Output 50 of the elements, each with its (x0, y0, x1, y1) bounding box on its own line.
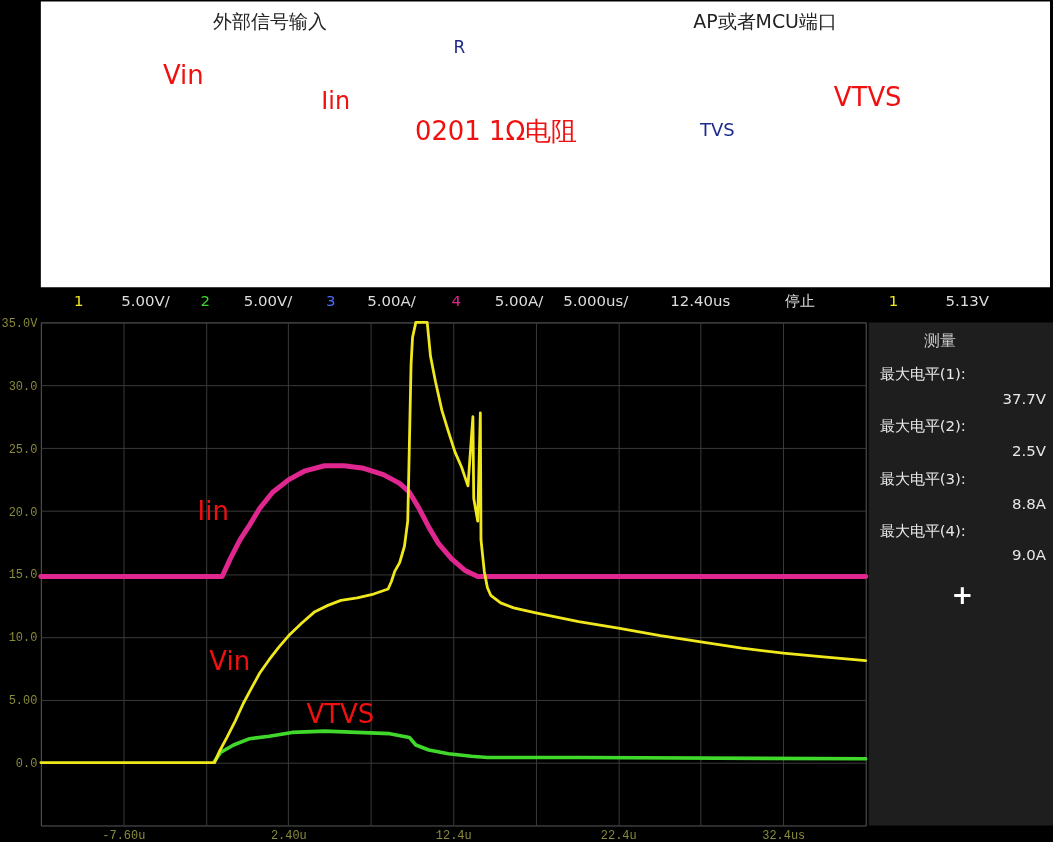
text: Vin (162, 60, 204, 91)
text: 4 (451, 292, 462, 311)
x-tick-label: -7.60u (102, 828, 146, 842)
text: Iin (321, 87, 351, 116)
text: R (453, 37, 466, 58)
text: 5.00A/ (367, 292, 417, 311)
text: 0201 1Ω电阻 (414, 116, 578, 147)
y-tick-label: 0.0 (15, 757, 38, 772)
text: 1 (888, 292, 899, 311)
text: 最大电平(1): (879, 365, 966, 384)
y-tick-label: 25.0 (8, 442, 38, 457)
text: 5.000us/ (563, 292, 630, 311)
series-label: Iin (197, 496, 229, 527)
y-tick-label: 10.0 (8, 631, 38, 646)
text: 5.13V (945, 292, 990, 311)
text: 停止 (784, 292, 815, 311)
text: 最大电平(3): (879, 469, 966, 488)
series-label: Vin (209, 645, 251, 676)
text: 最大电平(4): (879, 521, 966, 540)
text: AP或者MCU端口 (693, 9, 837, 32)
text: 37.7V (1002, 390, 1047, 409)
y-tick-label: 35.0V (1, 316, 39, 331)
text: 外部信号输入 (212, 9, 327, 32)
text: 测量 (924, 331, 957, 351)
x-tick-label: 12.4u (435, 828, 472, 842)
line-series (39, 320, 868, 764)
x-tick-label: 2.40u (270, 828, 307, 842)
text: 5.00V/ (121, 292, 171, 311)
y-tick-label: 20.0 (8, 505, 38, 520)
text: TVS (698, 119, 735, 141)
y-tick-label: 5.00 (8, 694, 38, 709)
text: 12.40us (670, 292, 731, 311)
text: 9.0A (1012, 546, 1047, 565)
y-tick-label: 30.0 (8, 379, 38, 394)
text: + (951, 580, 974, 611)
text: 8.8A (1012, 494, 1047, 513)
x-tick-label: 22.4u (600, 828, 637, 842)
x-tick-label: 32.4us (762, 828, 806, 842)
text: 2 (200, 292, 210, 311)
line-series (212, 729, 868, 764)
text: VTVS (833, 82, 902, 113)
line-series (38, 463, 869, 579)
text: 3 (325, 292, 336, 311)
series-label: VTVS (306, 698, 375, 729)
text: 5.00A/ (494, 292, 545, 311)
text: 最大电平(2): (879, 416, 966, 435)
text: 2.5V (1012, 441, 1047, 460)
text: 5.00V/ (243, 292, 294, 311)
y-tick-label: 15.0 (8, 568, 38, 583)
text: 1 (73, 292, 84, 311)
